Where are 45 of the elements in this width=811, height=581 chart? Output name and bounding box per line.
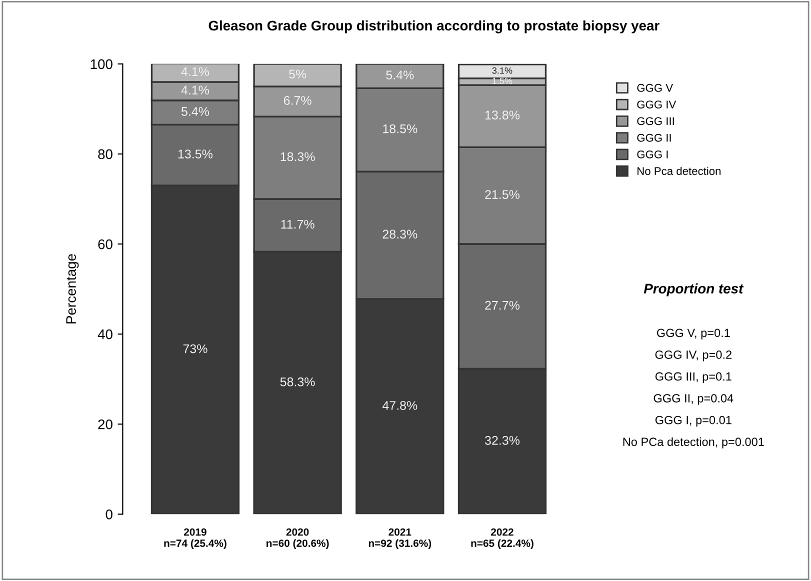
y-tick-label: 80 bbox=[98, 149, 112, 160]
x-tick-label: 2021 n=92 (31.6%) bbox=[368, 528, 432, 550]
y-axis-title: Percentage bbox=[66, 254, 79, 324]
text: No PCa detection, p=0.001 bbox=[623, 437, 764, 448]
text: GGG V, p=0.1 bbox=[656, 328, 730, 340]
legend-label: GGG V bbox=[637, 84, 674, 92]
data-label: 28.3% bbox=[382, 230, 418, 239]
y-tick-label: 20 bbox=[98, 419, 112, 430]
text: Proportion test bbox=[644, 283, 744, 296]
legend-label: GGG IV bbox=[637, 100, 676, 108]
text: GGG I, p=0.01 bbox=[655, 416, 732, 427]
data-label: 32.3% bbox=[484, 436, 520, 445]
y-tick-label: 0 bbox=[106, 510, 112, 520]
data-label: 1.5% bbox=[492, 78, 512, 84]
legend-label: GGG II bbox=[637, 134, 671, 142]
text: GGG II, p=0.04 bbox=[654, 394, 734, 405]
data-label: 5% bbox=[289, 70, 306, 79]
data-label: 13.8% bbox=[485, 110, 520, 120]
text: GGG IV, p=0.2 bbox=[655, 350, 732, 362]
data-label: 5.4% bbox=[386, 70, 414, 80]
y-tick-label: 40 bbox=[98, 329, 112, 340]
x-tick-label: 2022 n=65 (22.4%) bbox=[471, 528, 534, 550]
x-tick-label: 2020 n=60 (20.6%) bbox=[266, 528, 329, 550]
data-label: 47.8% bbox=[382, 401, 418, 410]
data-label: 13.5% bbox=[178, 150, 212, 158]
data-label: 4.1% bbox=[181, 67, 210, 76]
text: GGG III, p=0.1 bbox=[655, 372, 732, 384]
x-tick-label: 2019 n=74 (25.4%) bbox=[164, 528, 226, 550]
data-label: 58.3% bbox=[280, 377, 315, 386]
y-tick-label: 100 bbox=[90, 59, 112, 70]
legend-label: GGG I bbox=[637, 150, 668, 158]
data-label: 6.7% bbox=[284, 96, 312, 105]
data-label: 5.4% bbox=[181, 107, 210, 116]
data-label: 11.7% bbox=[281, 220, 314, 229]
data-label: 18.3% bbox=[280, 152, 315, 162]
data-label: 27.7% bbox=[485, 300, 520, 310]
data-label: 3.1% bbox=[492, 67, 512, 74]
legend-label: GGG III bbox=[637, 117, 674, 126]
legend-label: No Pca detection bbox=[638, 166, 721, 175]
data-label: 73% bbox=[183, 344, 208, 354]
chart-title: Gleason Grade Group distribution according to prostate biopsy year bbox=[208, 20, 660, 34]
data-label: 4.1% bbox=[181, 86, 210, 94]
y-tick-label: 60 bbox=[98, 239, 112, 250]
data-label: 21.5% bbox=[485, 190, 520, 199]
data-label: 18.5% bbox=[383, 124, 418, 134]
